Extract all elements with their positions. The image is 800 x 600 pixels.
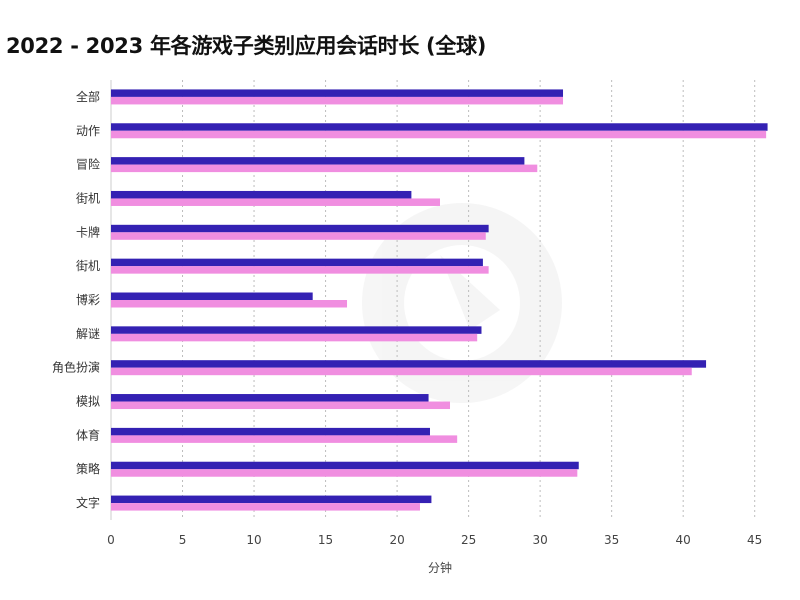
bar-series1-3 [111,190,412,199]
category-label-1: 动作 [76,124,100,138]
x-tick-label-1: 5 [179,533,187,547]
bar-series2-0 [111,96,564,105]
x-tick-label-0: 0 [107,533,115,547]
category-label-6: 博彩 [76,292,100,307]
x-tick-label-5: 25 [461,533,476,547]
bar-series1-11 [111,461,579,470]
bar-series2-4 [111,232,486,240]
category-label-4: 卡牌 [76,225,100,239]
bar-series2-11 [111,469,578,477]
category-label-0: 全部 [76,89,100,104]
x-tick-label-7: 35 [604,533,619,547]
x-tick-label-9: 45 [747,533,762,547]
bar-series1-5 [111,258,483,267]
category-label-7: 解谜 [76,327,100,341]
bar-series2-9 [111,401,451,410]
bar-series1-1 [111,123,768,131]
bar-series1-7 [111,326,482,334]
bar-series1-2 [111,157,525,165]
x-axis-title: 分钟 [428,560,452,575]
bar-series1-10 [111,427,430,436]
bar-series1-6 [111,292,313,300]
category-label-11: 策略 [76,461,100,476]
chart-title: 2022 - 2023 年各游戏子类别应用会话时长 (全球) [6,34,487,58]
bars [111,89,768,511]
bar-series1-0 [111,89,564,97]
bar-series2-5 [111,266,489,274]
bar-series2-2 [111,164,538,173]
category-label-10: 体育 [76,427,100,442]
category-label-2: 冒险 [76,157,100,172]
category-label-8: 角色扮演 [52,360,100,375]
category-label-5: 街机 [76,259,100,273]
bar-series2-7 [111,333,478,342]
bar-series2-3 [111,198,440,206]
bar-series2-6 [111,300,348,308]
bar-series2-10 [111,435,458,443]
category-label-9: 模拟 [76,395,100,409]
x-tick-label-2: 10 [246,533,261,547]
bar-series2-12 [111,503,420,511]
bar-series1-8 [111,360,707,368]
bar-series1-4 [111,224,489,233]
bar-series2-8 [111,367,692,376]
x-tick-label-6: 30 [532,533,547,547]
category-label-3: 街机 [76,191,100,205]
bar-series2-1 [111,130,767,139]
bar-series1-12 [111,495,432,504]
x-tick-label-4: 20 [389,533,404,547]
category-label-12: 文字 [76,495,100,510]
x-tick-labels: 0 5 10 15 20 25 30 35 40 45 [107,533,762,547]
x-tick-label-3: 15 [318,533,333,547]
x-tick-label-8: 40 [676,533,691,547]
bar-series1-9 [111,394,429,402]
